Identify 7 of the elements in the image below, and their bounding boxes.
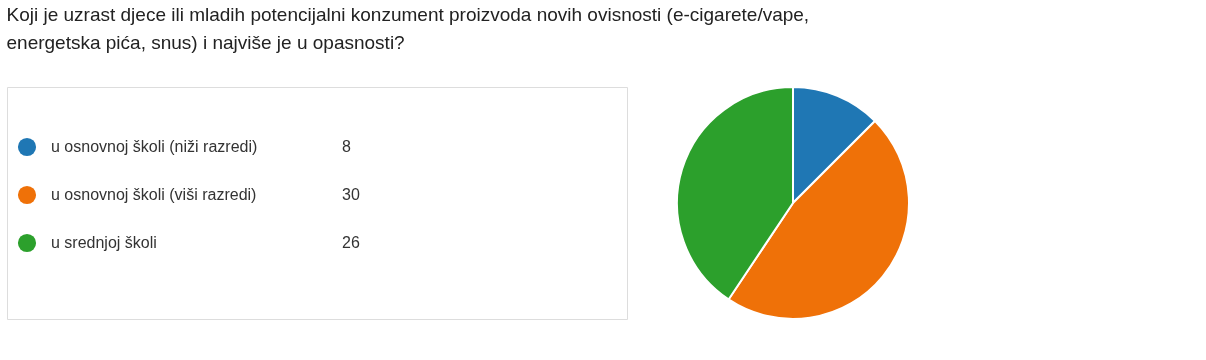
legend-label: u osnovnoj školi (viši razredi) [51,186,257,203]
data-label: 30 [342,186,360,203]
data-label: 8 [342,138,351,155]
data-label: 26 [342,234,360,251]
legend-label: u srednjoj školi [51,234,157,251]
chart-title: Koji je uzrast djece ili mladih potencijalni konzument proizvoda novih ovisnosti (e-cigarete/vape, energetska pića, snus) i najviše je u opasnosti? [6,4,810,53]
legend-label: u osnovnoj školi (niži razredi) [51,138,258,155]
